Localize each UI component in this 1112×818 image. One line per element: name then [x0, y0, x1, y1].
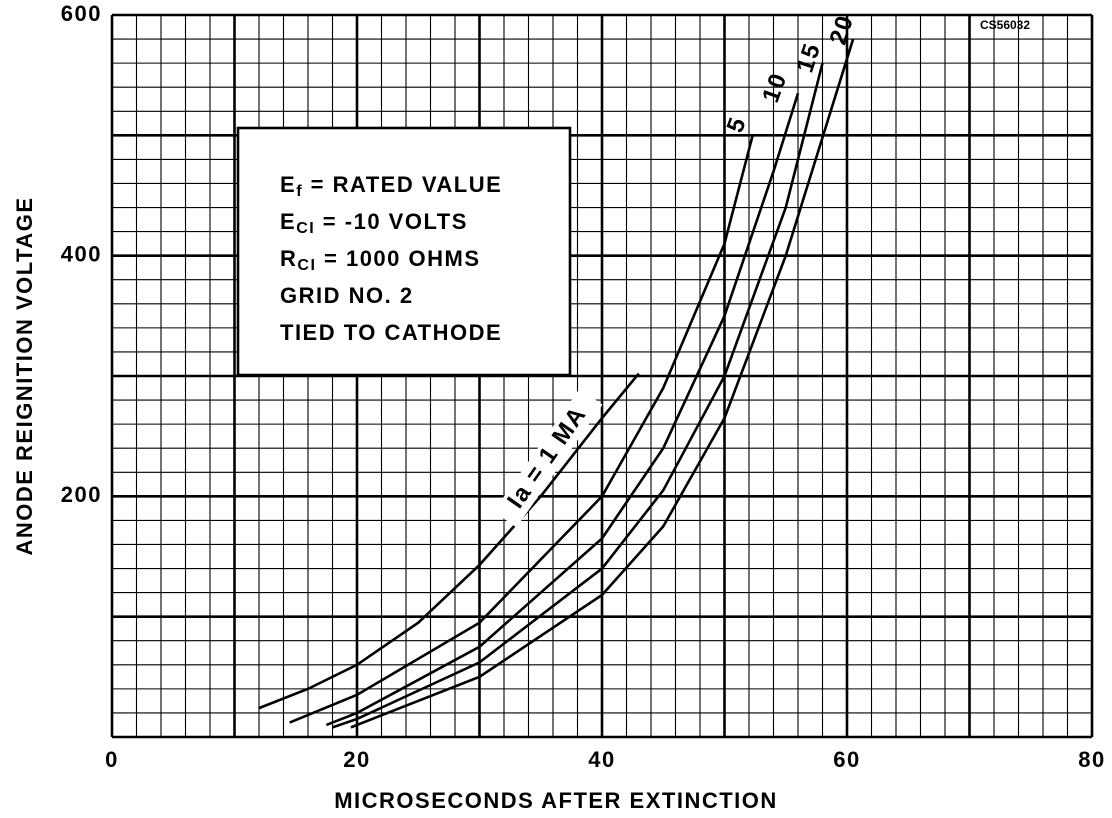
y-tick-label: 400	[61, 241, 102, 266]
curve	[289, 135, 754, 724]
curve	[325, 92, 800, 727]
curve-label: 5	[722, 113, 752, 136]
annotation-text: = 1000 OHMS	[316, 246, 480, 271]
x-tick-label: 60	[833, 747, 860, 772]
annotation-subscript: CI	[296, 220, 315, 237]
curve-label: 20	[824, 11, 859, 48]
corner-label: CS56032	[980, 18, 1030, 32]
annotation-line: ECI = -10 VOLTS	[280, 209, 468, 237]
x-axis-label: MICROSECONDS AFTER EXTINCTION	[334, 788, 778, 813]
y-tick-label: 200	[61, 482, 102, 507]
annotation-box	[236, 126, 572, 377]
curve	[258, 372, 640, 710]
curve-label: 10	[757, 69, 793, 106]
x-tick-label: 20	[343, 747, 370, 772]
curve	[332, 62, 824, 729]
annotation-text: E	[280, 209, 296, 234]
annotation-text: TIED TO CATHODE	[280, 320, 502, 345]
annotation-subscript: f	[296, 183, 303, 200]
x-tick-label: 0	[105, 747, 119, 772]
annotation-text: = -10 VOLTS	[315, 209, 468, 234]
annotation-subscript: CI	[297, 257, 316, 274]
y-axis-label: ANODE REIGNITION VOLTAGE	[12, 196, 37, 555]
annotation-line: Ef = RATED VALUE	[280, 172, 502, 200]
y-tick-label: 600	[61, 1, 102, 26]
annotation-text: = RATED VALUE	[303, 172, 502, 197]
label-bg	[493, 388, 603, 528]
annotation-text: E	[280, 172, 296, 197]
annotation-line: GRID NO. 2	[280, 283, 414, 308]
x-tick-label: 40	[588, 747, 615, 772]
annotation-text: GRID NO. 2	[280, 283, 414, 308]
annotation-line: RCI = 1000 OHMS	[280, 246, 481, 274]
annotation-text: R	[280, 246, 297, 271]
x-tick-label: 80	[1078, 747, 1105, 772]
curve	[350, 38, 855, 729]
annotation-line: TIED TO CATHODE	[280, 320, 502, 345]
